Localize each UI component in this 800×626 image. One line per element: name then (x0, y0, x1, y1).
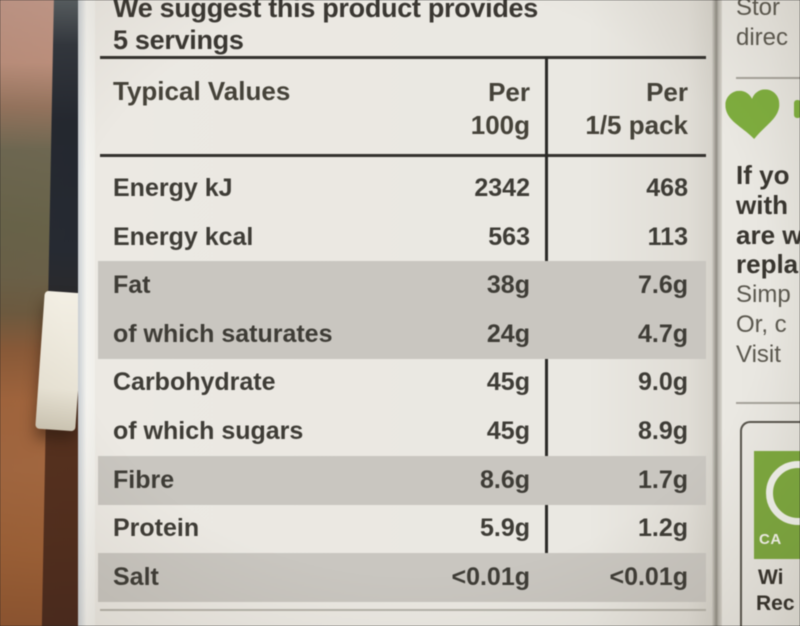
recycle-text-fragment-2: Rec (756, 592, 795, 615)
row-value-perpack: 113 (647, 223, 688, 251)
column-header-per-100g: Per 100g (470, 77, 530, 140)
table-row-saturates: of which saturates 24g 4.7g (98, 310, 706, 359)
row-value-perpack: 1.7g (637, 466, 688, 494)
promo-text-fragment-1: Simp (736, 281, 791, 308)
table-top-rule (100, 56, 706, 59)
recycle-text-fragment-1: Wi (758, 566, 784, 589)
row-value-per100g: 5.9g (479, 514, 530, 542)
servings-suggestion-line1: We suggest this product provides (113, 0, 538, 23)
storage-text-fragment-2: direc (736, 24, 789, 51)
column-header-per-pack: Per 1/5 pack (585, 77, 688, 140)
side-panel: Stor direc If yo with are w repla Simp O… (722, 0, 800, 626)
promo-bold-fragment-3: are w (736, 220, 800, 250)
row-value-per100g: 45g (486, 417, 530, 445)
carbon-logo-text: CA (759, 531, 782, 548)
table-row-energy-kj: Energy kJ 2342 468 (98, 164, 706, 213)
nutrition-label: We suggest this product provides 5 servi… (95, 0, 712, 626)
row-value-per100g: 2342 (474, 174, 530, 202)
table-header-rule (100, 154, 706, 157)
promo-bold-fragment-1: If yo (736, 160, 790, 190)
row-value-perpack: 4.7g (637, 320, 688, 348)
table-row-sugars: of which sugars 45g 8.9g (98, 407, 706, 456)
row-label: Protein (113, 514, 200, 542)
row-value-perpack: 7.6g (637, 271, 688, 299)
row-label: of which saturates (113, 320, 333, 348)
table-row-fat: Fat 38g 7.6g (98, 261, 706, 310)
table-row-carbohydrate: Carbohydrate 45g 9.0g (98, 358, 706, 407)
panel-divider-bottom (736, 402, 800, 404)
row-value-perpack: 8.9g (637, 417, 688, 445)
row-label: Energy kJ (113, 174, 233, 202)
row-label: of which sugars (113, 417, 304, 445)
promo-text-fragment-3: Visit (736, 341, 781, 368)
row-value-perpack: 468 (646, 174, 688, 202)
package-side-strip (78, 0, 97, 626)
servings-suggestion-line2: 5 servings (113, 25, 244, 55)
carbon-logo-ring-icon (766, 461, 800, 525)
row-label: Energy kcal (113, 223, 254, 251)
cut-green-glyph (794, 100, 800, 118)
table-row-protein: Protein 5.9g 1.2g (98, 504, 706, 553)
table-row-energy-kcal: Energy kcal 563 113 (98, 213, 706, 262)
recycle-info-box (740, 421, 800, 626)
row-value-per100g: 563 (488, 223, 530, 251)
panel-divider-top (736, 77, 800, 79)
row-value-perpack: 1.2g (637, 514, 688, 542)
row-label: Carbohydrate (113, 368, 276, 396)
table-bottom-rule (100, 609, 706, 611)
row-label: Fibre (113, 466, 175, 494)
table-row-salt: Salt <0.01g <0.01g (98, 553, 706, 602)
row-value-perpack: 9.0g (637, 368, 688, 396)
table-row-fibre: Fibre 8.6g 1.7g (98, 456, 706, 505)
promo-text-fragment-2: Or, c (736, 311, 787, 338)
package-fold (712, 0, 722, 626)
row-value-per100g: 45g (486, 368, 530, 396)
promo-bold-fragment-4: repla (736, 249, 799, 279)
row-value-per100g: 24g (486, 320, 530, 348)
storage-text-fragment-1: Stor (736, 0, 781, 21)
row-value-per100g: 8.6g (479, 466, 530, 494)
green-heart-icon (725, 89, 782, 146)
row-label: Fat (113, 271, 151, 299)
carbon-logo: CA (754, 451, 800, 559)
row-value-perpack: <0.01g (609, 563, 688, 591)
column-header-typical-values: Typical Values (113, 76, 291, 106)
row-value-per100g: <0.01g (451, 563, 530, 591)
promo-bold-fragment-2: with (736, 190, 788, 220)
row-value-per100g: 38g (486, 271, 530, 299)
row-label: Salt (113, 563, 159, 591)
